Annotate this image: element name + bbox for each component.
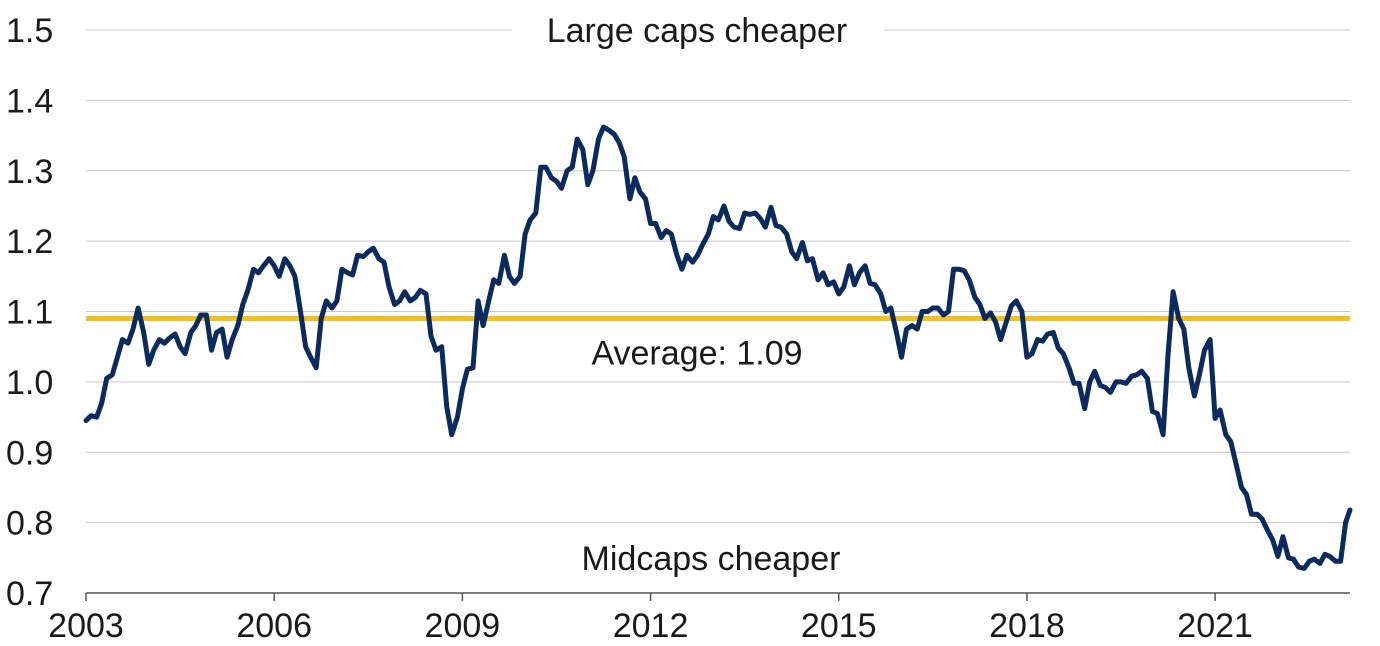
top-annotation-background [512,12,884,50]
series [83,124,1353,571]
average-label: Average: 1.09 [591,335,802,373]
y-tick-labels: 0.7 0.8 0.9 1.0 1.1 1.2 1.3 1.4 1.5 [6,12,53,613]
series-line [83,124,1353,571]
y-tick-label: 1.1 [6,294,53,332]
annotations: Large caps cheaper Midcaps cheaper [512,12,884,578]
average-reference: Average: 1.09 [86,316,1350,373]
x-tick-label: 2006 [236,607,312,645]
bottom-annotation: Midcaps cheaper [582,540,841,578]
x-tick-label: 2009 [425,607,501,645]
x-tick-label: 2021 [1177,607,1253,645]
y-tick-label: 0.9 [6,434,53,472]
y-tick-label: 1.5 [6,12,53,50]
x-tick-label: 2003 [48,607,124,645]
y-tick-label: 1.3 [6,153,53,191]
x-tick-label: 2015 [801,607,877,645]
grid-lines [86,29,1350,524]
y-tick-label: 1.0 [6,364,53,402]
axes [85,592,1350,601]
bottom-annotation-background [556,540,868,578]
y-tick-label: 1.4 [6,82,53,120]
x-tick-label: 2012 [613,607,689,645]
x-tick-label: 2018 [989,607,1065,645]
x-tick-labels: 2003 2006 2009 2012 2015 2018 2021 [48,607,1253,645]
top-annotation: Large caps cheaper [547,12,848,50]
y-tick-label: 0.8 [6,505,53,543]
y-tick-label: 1.2 [6,223,53,261]
y-tick-label: 0.7 [6,575,53,613]
